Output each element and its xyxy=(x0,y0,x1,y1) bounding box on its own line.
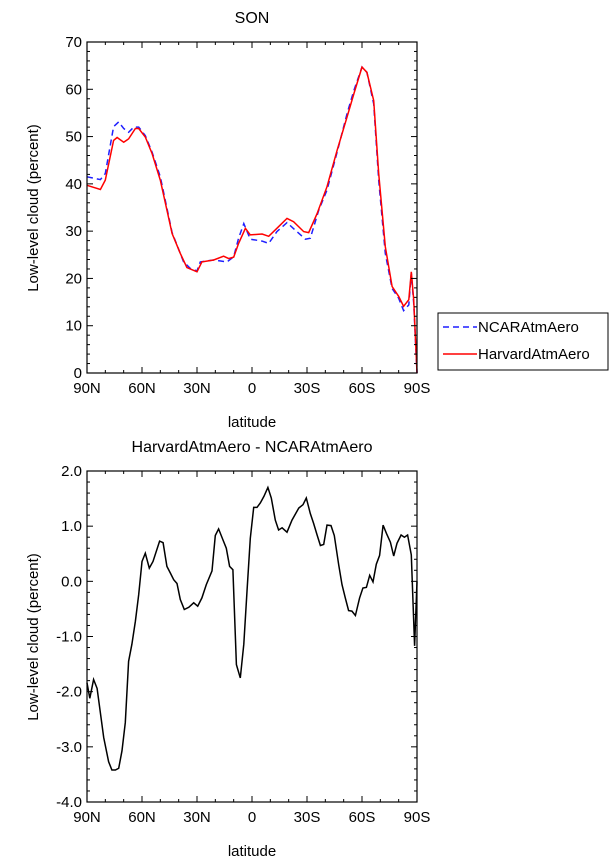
top-y-tick-label: 20 xyxy=(65,270,82,287)
bottom-x-tick-label: 60S xyxy=(349,809,376,826)
bottom-y-axis-label: Low-level cloud (percent) xyxy=(25,553,42,721)
top-panel: SON latitude Low-level cloud (percent) 9… xyxy=(25,10,430,431)
top-x-tick-label: 90N xyxy=(73,380,101,397)
bottom-series-harvardatmaero-ncaratmaero xyxy=(86,485,418,771)
top-y-tick-label: 0 xyxy=(74,365,82,382)
bottom-panel: HarvardAtmAero - NCARAtmAero latitude Lo… xyxy=(25,439,430,860)
top-x-tick-label: 30S xyxy=(294,380,321,397)
bottom-y-tick-label: 0.0 xyxy=(61,573,82,590)
top-plot-frame xyxy=(86,41,418,374)
top-x-tick-label: 0 xyxy=(248,380,256,397)
top-y-tick-label: 40 xyxy=(65,176,82,193)
top-x-tick-label: 60N xyxy=(128,380,156,397)
bottom-y-tick-label: -1.0 xyxy=(56,629,82,646)
top-y-axis-label: Low-level cloud (percent) xyxy=(25,124,42,292)
top-series-harvardatmaero xyxy=(86,65,418,374)
bottom-y-tick-label: 2.0 xyxy=(61,463,82,480)
bottom-chart-title: HarvardAtmAero - NCARAtmAero xyxy=(132,439,373,456)
bottom-x-tick-label: 30S xyxy=(294,809,321,826)
top-y-tick-label: 70 xyxy=(65,34,82,51)
top-chart-title: SON xyxy=(235,10,270,27)
top-x-tick-label: 60S xyxy=(349,380,376,397)
bottom-y-tick-label: 1.0 xyxy=(61,518,82,535)
top-x-tick-label: 30N xyxy=(183,380,211,397)
legend-box xyxy=(437,312,609,371)
legend-label-harvard: HarvardAtmAero xyxy=(478,346,590,363)
top-x-axis-label: latitude xyxy=(228,414,276,431)
top-y-tick-label: 50 xyxy=(65,129,82,146)
bottom-x-tick-label: 60N xyxy=(128,809,156,826)
bottom-x-axis-label: latitude xyxy=(228,843,276,860)
top-x-tick-label: 90S xyxy=(404,380,431,397)
top-y-tick-label: 60 xyxy=(65,81,82,98)
bottom-y-tick-label: -2.0 xyxy=(56,684,82,701)
bottom-y-tick-label: -3.0 xyxy=(56,739,82,756)
bottom-x-tick-label: 0 xyxy=(248,809,256,826)
legend-label-ncar: NCARAtmAero xyxy=(478,319,579,336)
bottom-x-tick-label: 90N xyxy=(73,809,101,826)
top-series-ncaratmaero xyxy=(86,65,418,374)
legend: NCARAtmAero HarvardAtmAero xyxy=(437,312,609,371)
top-y-tick-label: 30 xyxy=(65,223,82,240)
bottom-x-tick-label: 30N xyxy=(183,809,211,826)
bottom-y-tick-label: -4.0 xyxy=(56,794,82,811)
bottom-x-tick-label: 90S xyxy=(404,809,431,826)
top-y-tick-label: 10 xyxy=(65,318,82,335)
